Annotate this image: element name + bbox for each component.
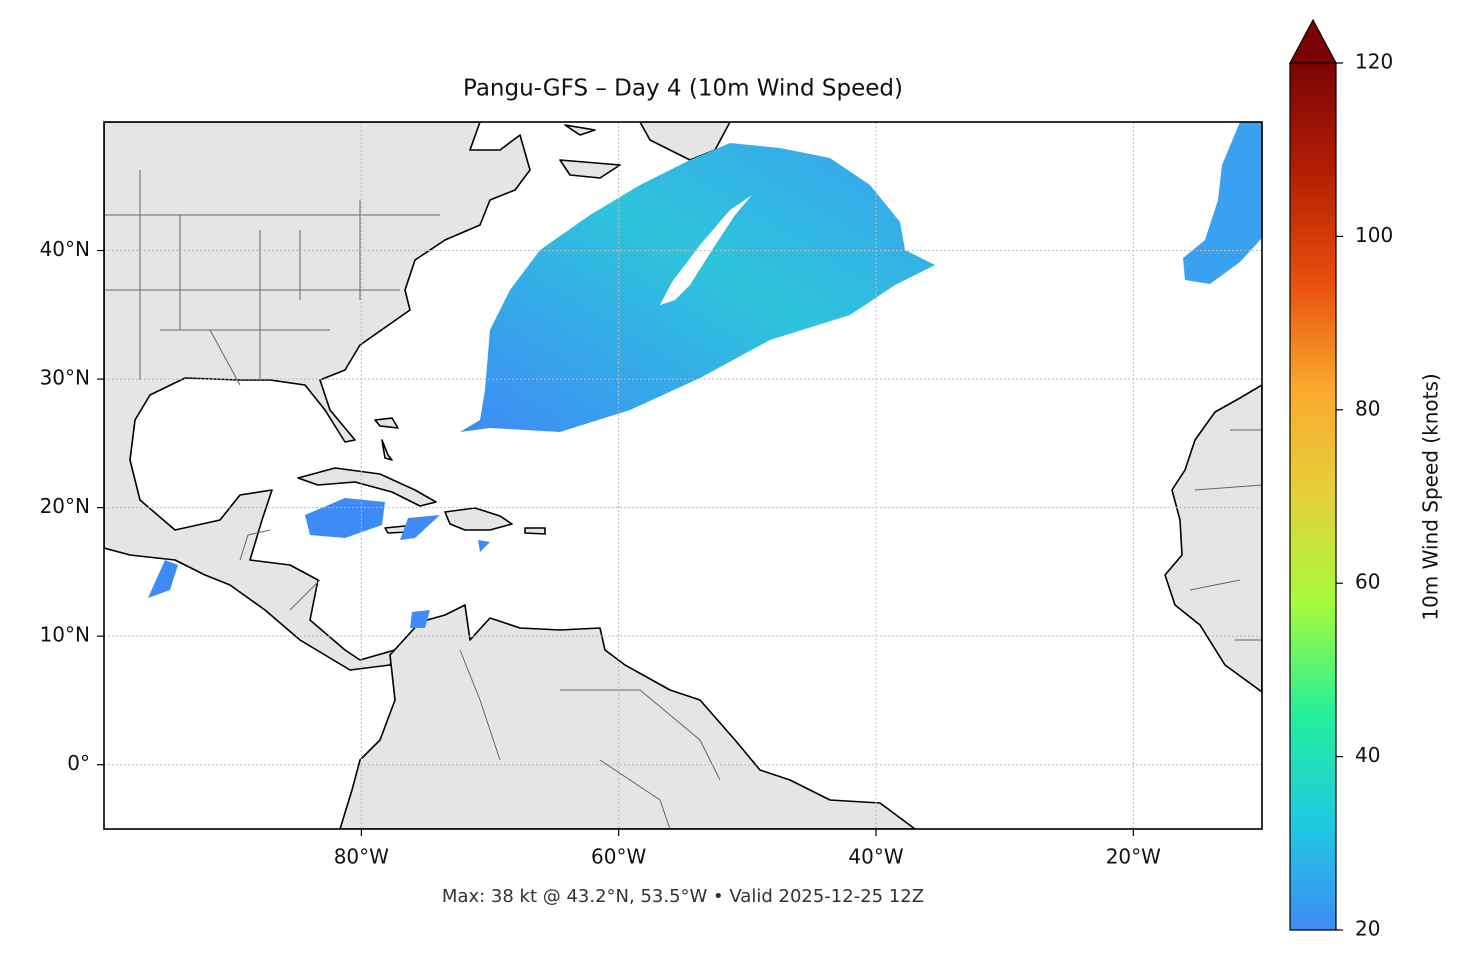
map [104, 122, 1262, 829]
cuba [297, 467, 437, 507]
x-tick-label: 20°W [1106, 845, 1161, 869]
y-tick-label: 20°N [40, 494, 90, 518]
y-tick-label: 40°N [40, 237, 90, 261]
wind-swath [460, 143, 935, 432]
map-title: Pangu-GFS – Day 4 (10m Wind Speed) [463, 76, 903, 102]
wind-patch-caribbean [148, 498, 490, 628]
state-borders [104, 170, 1262, 829]
y-tick-label: 0° [67, 751, 90, 775]
wind-field [148, 122, 1262, 628]
y-tick-label: 30°N [40, 366, 90, 390]
wind-patch-east [1183, 122, 1262, 284]
map-frame [103, 121, 1263, 830]
colorbar-extend [1288, 18, 1338, 64]
south-america [339, 604, 916, 829]
colorbar-tick-label: 100 [1355, 223, 1393, 247]
colorbar-tick-label: 60 [1355, 570, 1380, 594]
colorbar: 10m Wind Speed (knots) 20 40 60 80 100 120 [1288, 18, 1443, 941]
bahamas [374, 417, 399, 461]
x-tick-label: 80°W [334, 845, 389, 869]
africa [1164, 384, 1262, 693]
x-tick-label: 60°W [591, 845, 646, 869]
colorbar-tick-label: 120 [1355, 50, 1393, 74]
colorbar-label: 10m Wind Speed (knots) [1419, 373, 1443, 620]
colorbar-tick-label: 20 [1355, 917, 1380, 941]
colorbar-tick-label: 40 [1355, 743, 1380, 767]
y-tick-label: 10°N [40, 623, 90, 647]
x-tick-label: 40°W [848, 845, 903, 869]
footnote: Max: 38 kt @ 43.2°N, 53.5°W • Valid 2025… [442, 886, 924, 907]
colorbar-tick-label: 80 [1355, 396, 1380, 420]
colorbar-body [1289, 62, 1337, 931]
north-america [104, 122, 531, 671]
